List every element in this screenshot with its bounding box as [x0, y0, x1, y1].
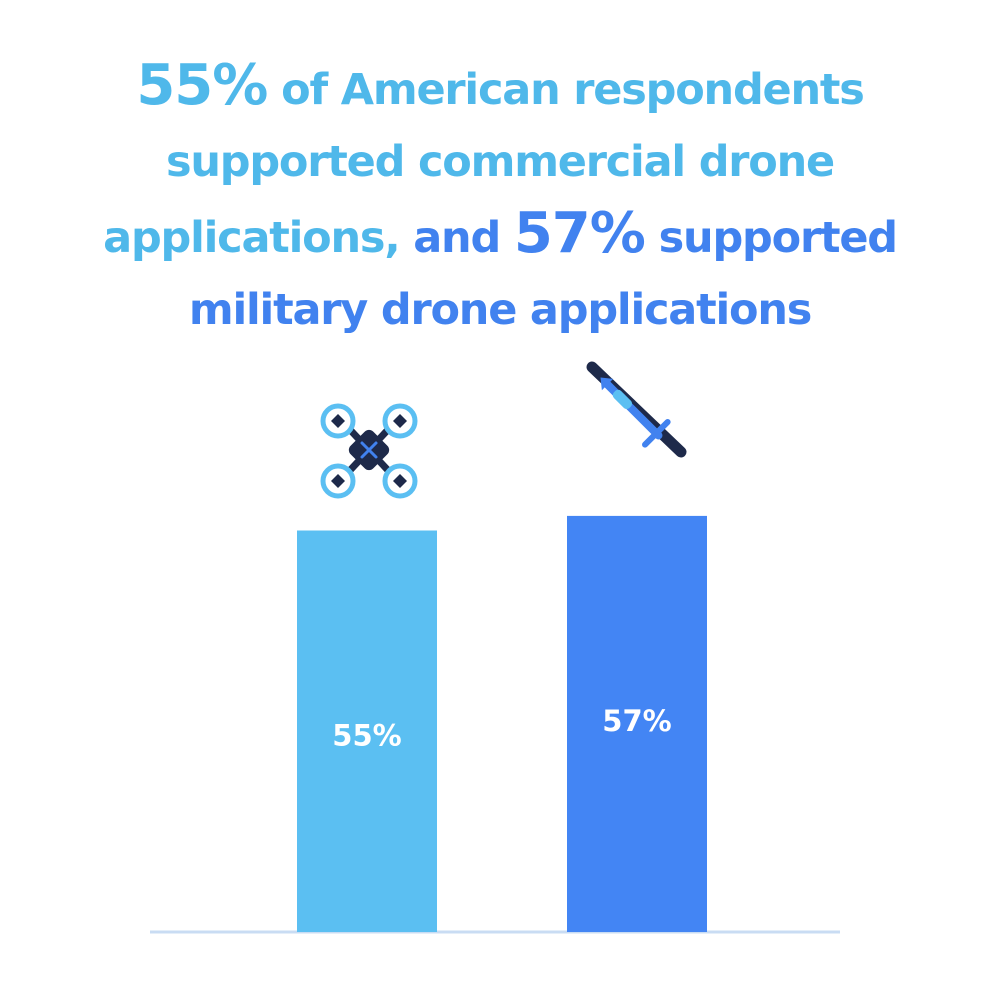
headline-line-1-text: of American respondents [267, 65, 865, 115]
military-drone-plane-icon [586, 361, 687, 458]
headline-commercial-pct: 55% [136, 53, 268, 118]
headline-line-2: supported commercial drone [20, 126, 980, 198]
headline-line-3-text-a: applications, [103, 213, 401, 263]
headline-military-pct: 57% [513, 201, 646, 266]
headline-line-3-text-b: and [399, 213, 514, 263]
quadcopter-drone-icon [320, 403, 418, 499]
headline-line-3: applications, and 57% supported [20, 198, 980, 274]
bar-commercial [297, 530, 437, 932]
headline-line-3-text-c: supported [644, 213, 898, 263]
bar-label-commercial: 55% [332, 719, 401, 753]
headline-line-4-text: military drone applications [188, 285, 812, 335]
headline-line-4: military drone applications [20, 274, 980, 346]
headline: 55% of American respondents supported co… [20, 50, 980, 346]
headline-line-2-text: supported commercial drone [165, 137, 835, 187]
headline-line-1: 55% of American respondents [20, 50, 980, 126]
bar-military [567, 515, 707, 932]
bar-label-military: 57% [602, 704, 671, 738]
